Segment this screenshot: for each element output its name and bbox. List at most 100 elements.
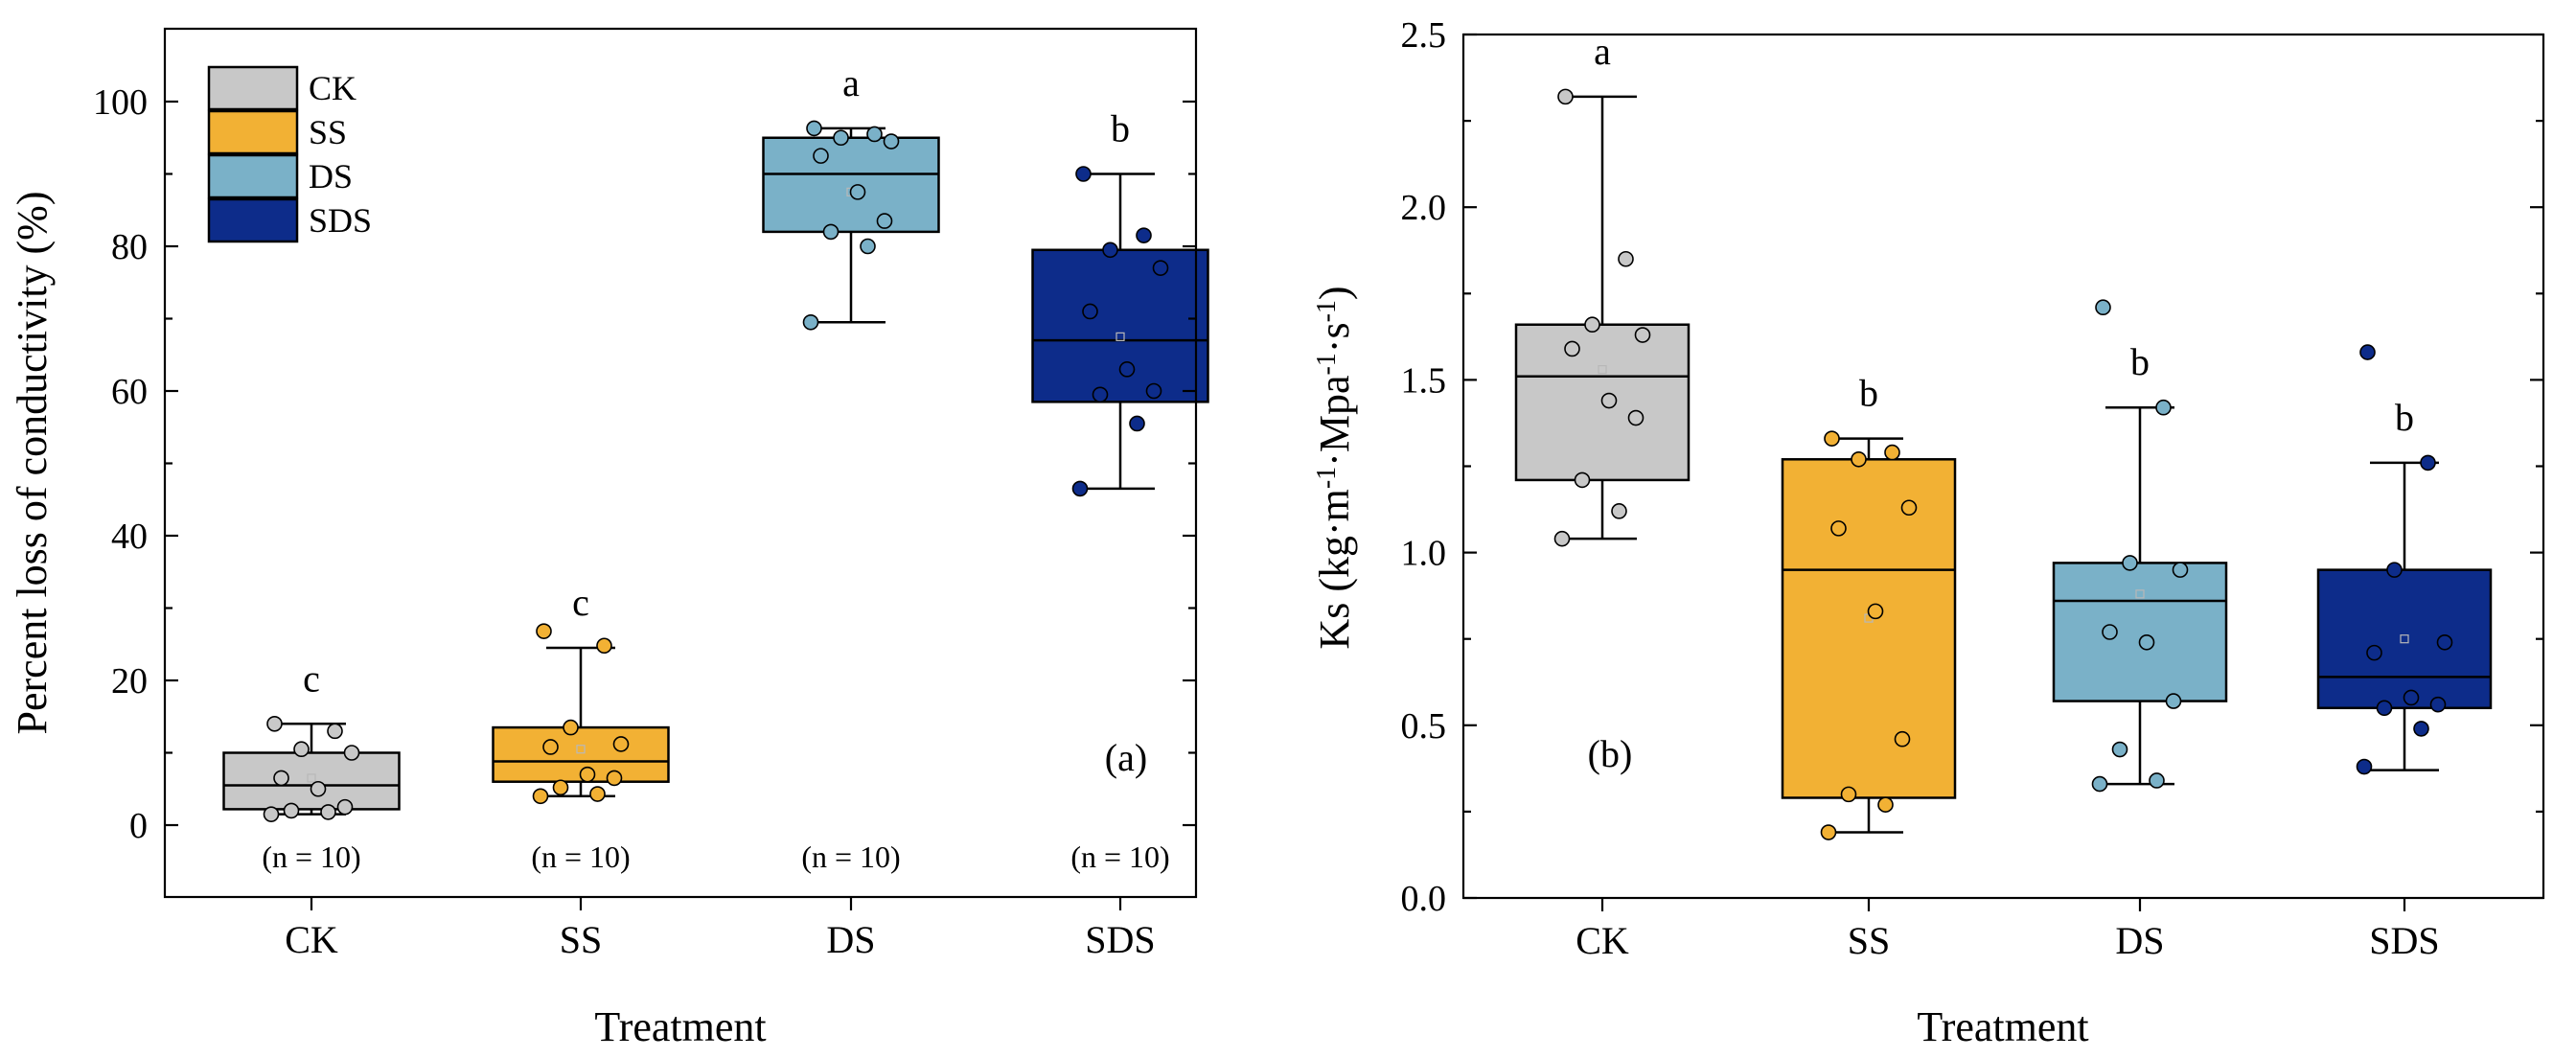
a-n-label: (n = 10) xyxy=(801,840,900,874)
a-x-tick-label-ck: CK xyxy=(285,918,338,961)
b-data-point xyxy=(2102,624,2118,640)
a-box-ck xyxy=(222,751,401,811)
a-data-point xyxy=(1082,303,1098,320)
panel-a-y-axis-title: Percent loss of conductivity (%) xyxy=(9,192,56,735)
b-data-point xyxy=(1867,603,1884,620)
a-mean-marker xyxy=(576,745,586,754)
b-data-point xyxy=(1830,520,1847,537)
b-significance-letter: a xyxy=(1594,30,1611,73)
legend-label-ss: SS xyxy=(309,113,347,151)
b-data-point xyxy=(2091,775,2108,793)
a-data-point xyxy=(579,766,596,783)
a-significance-letter: c xyxy=(303,656,320,700)
panel-a-percent-loss-of-conductivity: c (n = 10) c (n = 10) a (n = 10) b (n = 10) 0 20… xyxy=(9,27,1209,1050)
a-box-ds xyxy=(762,136,940,234)
b-data-point xyxy=(2429,696,2447,713)
a-data-point xyxy=(536,623,552,639)
b-data-point xyxy=(1627,409,1644,426)
b-data-point xyxy=(2356,758,2373,775)
b-data-point xyxy=(2436,634,2453,651)
a-data-point xyxy=(589,786,606,802)
a-x-tick-label-ds: DS xyxy=(826,918,875,961)
a-y-tick-label: 40 xyxy=(111,517,148,557)
b-y-tick-label: 2.0 xyxy=(1401,188,1447,228)
a-data-point xyxy=(1136,227,1152,243)
a-data-point xyxy=(866,126,883,143)
a-y-tick-label: 20 xyxy=(111,661,148,702)
a-data-point xyxy=(802,313,819,331)
b-data-point xyxy=(2155,399,2172,416)
b-box-ds xyxy=(2052,562,2228,702)
panel-b-tag: (b) xyxy=(1588,732,1633,775)
a-data-point xyxy=(596,637,612,655)
a-data-point xyxy=(1102,242,1118,259)
a-significance-letter: a xyxy=(842,61,860,104)
b-data-point xyxy=(1584,316,1600,334)
a-data-point xyxy=(1071,480,1089,497)
a-data-point xyxy=(1075,166,1092,182)
b-data-point xyxy=(1634,327,1651,343)
a-y-tick-label: 60 xyxy=(111,372,148,412)
a-data-point xyxy=(542,739,559,755)
b-x-tick-label-ck: CK xyxy=(1576,919,1629,962)
b-data-point xyxy=(2386,562,2403,578)
b-data-point xyxy=(1824,430,1840,447)
panel-a-x-axis-title: Treatment xyxy=(594,1003,766,1050)
b-data-point xyxy=(2172,562,2189,578)
b-significance-letter: b xyxy=(2130,340,2150,383)
a-data-point xyxy=(273,770,289,787)
a-significance-letter: b xyxy=(1111,107,1130,150)
b-significance-letter: b xyxy=(2395,396,2414,439)
b-box-group-ds: b xyxy=(2052,299,2228,793)
legend-swatch-ck xyxy=(207,65,299,111)
b-data-point xyxy=(2122,555,2138,571)
b-y-tick-label: 0.0 xyxy=(1401,879,1447,919)
b-data-point xyxy=(1840,786,1857,803)
b-mean-marker xyxy=(1598,364,1607,375)
b-data-point xyxy=(1820,824,1837,840)
a-data-point xyxy=(813,148,829,164)
panel-b-x-axis-title: Treatment xyxy=(1917,1003,2088,1050)
a-box-sds xyxy=(1031,248,1209,403)
b-box-ss xyxy=(1781,458,1957,799)
b-data-point xyxy=(2149,772,2165,789)
b-y-tick-label: 1.0 xyxy=(1401,534,1447,574)
a-box-group-sds: b (n = 10) xyxy=(1031,107,1209,874)
b-data-point xyxy=(1877,796,1894,813)
a-y-tick-label: 0 xyxy=(129,806,148,846)
a-x-tick-label-ss: SS xyxy=(560,918,603,961)
b-box-group-ss: b xyxy=(1781,372,1957,840)
panel-b-y-axis-title: Ks (kg·m-1·Mpa-1·s-1) xyxy=(1311,286,1358,649)
a-data-point xyxy=(310,780,327,797)
b-significance-letter: b xyxy=(1859,372,1878,415)
b-data-point xyxy=(2366,644,2382,661)
legend-label-ds: DS xyxy=(309,157,353,196)
b-x-tick-label-sds: SDS xyxy=(2369,919,2439,962)
a-data-point xyxy=(876,213,893,229)
a-mean-marker xyxy=(1116,332,1125,341)
a-data-point xyxy=(552,779,569,796)
a-data-point xyxy=(833,129,849,147)
a-data-point xyxy=(336,798,354,816)
b-data-point xyxy=(1564,340,1580,357)
b-y-tick-label: 1.5 xyxy=(1401,360,1447,401)
b-mean-marker xyxy=(2135,589,2145,599)
a-y-tick-label: 100 xyxy=(93,82,148,123)
a-data-point xyxy=(263,806,280,822)
a-box-group-ck: c (n = 10) xyxy=(222,656,401,874)
legend-swatch-sds xyxy=(207,197,299,243)
b-box-group-ck: a xyxy=(1514,30,1690,547)
b-data-point xyxy=(1884,444,1900,461)
a-data-point xyxy=(266,715,283,732)
b-data-point xyxy=(1618,250,1634,267)
b-data-point xyxy=(2165,693,2182,709)
b-data-point xyxy=(1851,450,1867,468)
b-data-point xyxy=(1900,499,1918,517)
a-data-point xyxy=(1092,386,1109,403)
a-data-point xyxy=(606,770,623,787)
b-data-point xyxy=(2111,741,2128,758)
b-data-point xyxy=(1553,530,1571,547)
legend: CK SS DS SDS xyxy=(207,65,372,243)
b-data-point xyxy=(1574,472,1591,489)
a-data-point xyxy=(1129,415,1145,432)
